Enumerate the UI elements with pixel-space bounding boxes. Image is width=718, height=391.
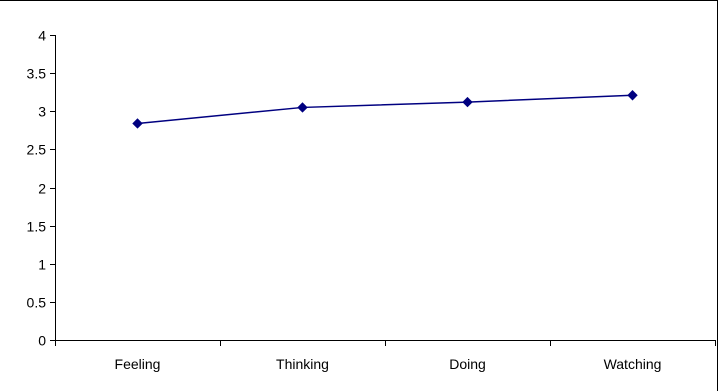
y-tick-label: 1.5 <box>27 219 47 235</box>
y-tick-label: 3.5 <box>27 66 47 82</box>
y-tick-label: 1 <box>38 257 46 273</box>
series-layer <box>132 90 638 129</box>
y-tick-label: 0.5 <box>27 295 47 311</box>
x-category-label: Watching <box>604 356 662 372</box>
y-tick-label: 2 <box>38 181 46 197</box>
x-category-label: Doing <box>449 356 486 372</box>
x-category-label: Feeling <box>115 356 161 372</box>
y-tick-label: 4 <box>38 28 46 44</box>
x-axis: Feeling Thinking Doing Watching <box>55 340 716 372</box>
data-point-marker <box>627 90 638 101</box>
data-point-marker <box>132 118 143 129</box>
x-category-label: Thinking <box>276 356 329 372</box>
y-tick-label: 2.5 <box>27 142 47 158</box>
y-tick-label: 3 <box>38 104 46 120</box>
data-point-marker <box>297 102 308 113</box>
data-point-marker <box>462 96 473 108</box>
y-axis: 0 0.5 1 1.5 2 2.5 3 3.5 4 <box>27 28 56 349</box>
series-line <box>137 94 633 125</box>
y-tick-label: 0 <box>38 333 46 349</box>
